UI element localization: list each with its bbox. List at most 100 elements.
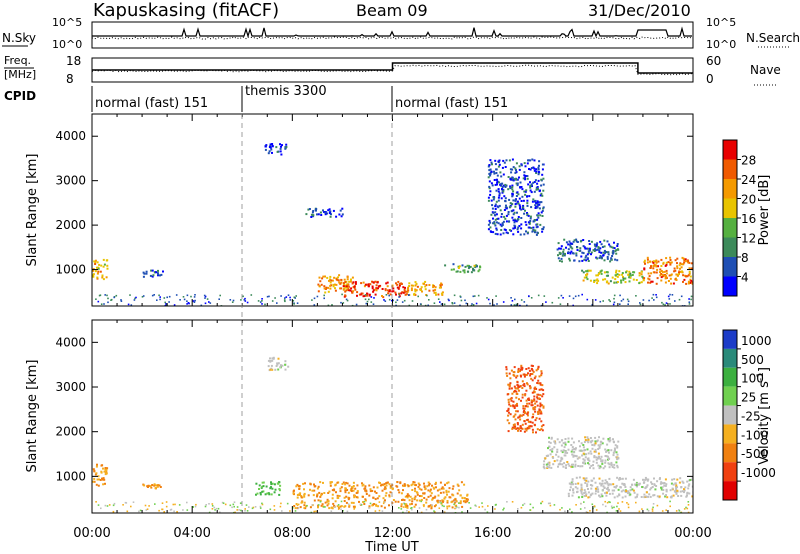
data-cell: [650, 265, 652, 268]
data-cell: [375, 504, 378, 507]
data-cell: [519, 207, 521, 210]
data-cell: [534, 219, 537, 221]
data-cell: [400, 292, 403, 295]
data-cell: [318, 285, 321, 288]
data-cell: [271, 359, 274, 362]
data-cell: [310, 216, 313, 218]
data-cell: [687, 282, 690, 285]
data-cell: [668, 274, 671, 277]
data-cell: [398, 296, 400, 298]
data-cell: [507, 213, 510, 216]
data-cell: [96, 463, 98, 466]
data-cell: [362, 501, 365, 503]
data-cell: [559, 508, 561, 511]
data-cell: [520, 299, 523, 301]
data-cell: [531, 230, 534, 233]
data-cell: [495, 228, 498, 231]
data-cell: [599, 465, 602, 468]
data-cell: [627, 490, 630, 493]
data-cell: [340, 278, 343, 281]
data-cell: [623, 484, 626, 486]
data-cell: [687, 274, 690, 277]
data-cell: [295, 503, 298, 505]
data-cell: [408, 304, 411, 306]
data-cell: [437, 293, 440, 296]
data-cell: [488, 219, 491, 222]
data-cell: [591, 503, 594, 506]
data-cell: [373, 297, 375, 299]
data-cell: [323, 285, 326, 288]
data-cell: [494, 218, 497, 221]
data-cell: [259, 507, 262, 509]
data-cell: [364, 283, 367, 286]
data-cell: [604, 492, 607, 495]
data-cell: [585, 479, 588, 482]
data-cell: [494, 159, 497, 162]
data-cell: [655, 294, 657, 296]
data-cell: [604, 459, 607, 462]
data-cell: [303, 495, 306, 498]
data-cell: [410, 289, 413, 292]
data-cell: [605, 450, 608, 453]
data-cell: [242, 295, 244, 298]
data-cell: [682, 481, 685, 484]
data-cell: [164, 301, 166, 304]
data-cell: [598, 467, 601, 470]
data-cell: [675, 487, 678, 490]
data-cell: [395, 304, 397, 306]
data-cell: [420, 498, 423, 501]
data-cell: [496, 183, 498, 186]
data-cell: [473, 269, 476, 272]
data-cell: [424, 285, 427, 288]
data-cell: [494, 183, 497, 186]
data-cell: [443, 511, 446, 513]
data-cell: [530, 184, 533, 186]
data-cell: [412, 481, 415, 483]
data-cell: [519, 233, 522, 236]
data-cell: [532, 416, 534, 418]
data-cell: [612, 454, 615, 457]
data-cell: [351, 276, 354, 279]
data-cell: [528, 195, 531, 198]
data-cell: [675, 279, 678, 281]
data-cell: [565, 246, 567, 249]
data-cell: [194, 294, 196, 296]
data-cell: [540, 374, 543, 377]
data-cell: [598, 251, 601, 254]
data-cell: [425, 508, 428, 511]
data-cell: [368, 507, 370, 509]
data-cell: [534, 179, 537, 182]
data-cell: [339, 209, 342, 212]
data-cell: [295, 295, 297, 297]
data-cell: [593, 243, 596, 246]
data-cell: [602, 251, 605, 254]
data-cell: [371, 287, 374, 290]
data-cell: [604, 461, 607, 464]
data-cell: [415, 484, 417, 487]
data-cell: [460, 501, 462, 504]
data-cell: [348, 484, 351, 487]
data-cell: [397, 500, 400, 503]
data-cell: [660, 486, 662, 489]
data-cell: [500, 183, 503, 185]
data-cell: [265, 485, 268, 488]
data-cell: [689, 278, 692, 281]
data-cell: [102, 278, 105, 281]
data-cell: [414, 490, 417, 493]
data-cell: [462, 269, 465, 272]
data-cell: [599, 495, 602, 498]
data-cell: [372, 496, 375, 499]
data-cell: [686, 480, 689, 483]
data-cell: [257, 300, 260, 302]
data-cell: [233, 501, 236, 503]
data-cell: [495, 200, 498, 203]
data-cell: [636, 485, 638, 488]
data-cell: [513, 390, 516, 392]
data-cell: [161, 502, 164, 504]
data-cell: [461, 264, 464, 267]
data-cell: [474, 295, 476, 297]
data-cell: [497, 206, 500, 209]
data-cell: [615, 451, 618, 454]
data-cell: [558, 259, 561, 262]
data-cell: [460, 481, 463, 484]
